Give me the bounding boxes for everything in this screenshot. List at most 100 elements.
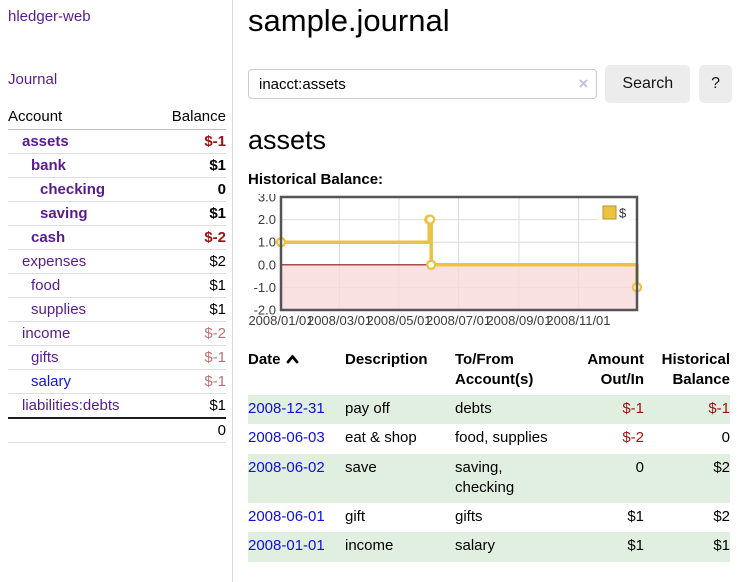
account-balance: $2 bbox=[209, 253, 226, 270]
x-axis-tick-label: 2008/03/01 bbox=[307, 313, 372, 328]
transaction-description: income bbox=[345, 537, 394, 555]
transaction-accounts: saving, checking bbox=[455, 458, 515, 496]
account-balance: $-2 bbox=[204, 229, 226, 246]
account-row: supplies $1 bbox=[8, 297, 226, 322]
transaction-date-link[interactable]: 2008-12-31 bbox=[248, 400, 325, 417]
account-row: gifts $-1 bbox=[8, 345, 226, 370]
account-row: cash $-2 bbox=[8, 225, 226, 250]
transaction-row: 2008-12-31 pay off debts $-1 $-1 bbox=[248, 395, 730, 425]
app-title-link[interactable]: hledger-web bbox=[8, 8, 91, 25]
chart-title: Historical Balance: bbox=[248, 171, 384, 188]
x-axis-tick-label: 2008/09/01 bbox=[486, 313, 551, 328]
y-axis-tick-label: 0.0 bbox=[258, 257, 276, 272]
account-balance: $-1 bbox=[204, 133, 226, 150]
legend-swatch bbox=[602, 205, 617, 220]
account-balance: $-1 bbox=[204, 349, 226, 366]
register-table: Date Description To/From Account(s) Amou… bbox=[248, 350, 730, 562]
account-link-bank[interactable]: bank bbox=[31, 157, 67, 174]
transaction-balance: $2 bbox=[713, 458, 730, 476]
transaction-balance: $1 bbox=[713, 537, 730, 555]
account-link-supplies[interactable]: supplies bbox=[31, 301, 87, 318]
account-balance: $-2 bbox=[204, 325, 226, 342]
search-input[interactable] bbox=[248, 69, 598, 99]
search-button[interactable]: Search bbox=[605, 65, 691, 103]
help-button[interactable]: ? bbox=[699, 65, 732, 103]
register-header-row: Date Description To/From Account(s) Amou… bbox=[248, 350, 730, 395]
sidebar-nav: Journal bbox=[8, 71, 226, 89]
account-row: salary $-1 bbox=[8, 369, 226, 394]
account-link-checking[interactable]: checking bbox=[40, 181, 106, 198]
accounts-total: 0 bbox=[217, 422, 226, 439]
transaction-accounts: gifts bbox=[455, 508, 483, 525]
transaction-balance: $-1 bbox=[708, 400, 730, 417]
transaction-row: 2008-06-03 eat & shop food, supplies $-2… bbox=[248, 424, 730, 453]
account-link-salary[interactable]: salary bbox=[31, 373, 72, 390]
account-balance: $1 bbox=[209, 397, 226, 414]
account-balance: $-1 bbox=[204, 373, 226, 390]
register-header-accounts: To/From Account(s) bbox=[455, 351, 534, 388]
transaction-date-link[interactable]: 2008-06-02 bbox=[248, 458, 325, 476]
x-axis-tick-label: 2008/05/01 bbox=[366, 313, 431, 328]
account-link-food[interactable]: food bbox=[31, 277, 61, 294]
account-link-cash[interactable]: cash bbox=[31, 229, 66, 246]
transaction-amount: $-2 bbox=[622, 429, 644, 447]
account-link-gifts[interactable]: gifts bbox=[31, 349, 59, 366]
transaction-accounts: debts bbox=[455, 400, 492, 417]
x-axis-tick-label: 2008/11/01 bbox=[546, 313, 610, 328]
account-row: assets $-1 bbox=[8, 130, 226, 154]
transaction-date-link[interactable]: 2008-01-01 bbox=[248, 537, 325, 555]
negative-region bbox=[281, 264, 637, 310]
main-content: sample.journal × Search ? assets Histori… bbox=[248, 0, 732, 562]
transaction-description: save bbox=[345, 458, 377, 476]
x-axis-tick-label: 2008/07/01 bbox=[426, 313, 491, 328]
y-axis-tick-label: -2.0 bbox=[254, 303, 276, 318]
account-link-expenses[interactable]: expenses bbox=[22, 253, 87, 270]
transaction-amount: 0 bbox=[635, 458, 644, 476]
accounts-header-balance: Balance bbox=[154, 105, 226, 130]
account-row: saving $1 bbox=[8, 201, 226, 226]
y-axis-tick-label: 3.0 bbox=[258, 194, 276, 205]
account-row: income $-2 bbox=[8, 321, 226, 346]
register-header-description: Description bbox=[345, 351, 428, 368]
x-axis-tick-label: 2008/01/01 bbox=[248, 313, 313, 328]
account-balance: $1 bbox=[209, 301, 226, 318]
sidebar: hledger-web Journal Account Balance asse… bbox=[0, 0, 233, 582]
account-link-liabilities-debts[interactable]: liabilities:debts bbox=[22, 397, 120, 414]
transaction-description: eat & shop bbox=[345, 429, 417, 447]
data-point-marker bbox=[426, 259, 437, 270]
sidebar-item-journal[interactable]: Journal bbox=[8, 71, 58, 88]
account-row: bank $1 bbox=[8, 153, 226, 178]
account-row: expenses $2 bbox=[8, 249, 226, 274]
account-link-assets[interactable]: assets bbox=[22, 133, 69, 150]
transaction-balance: $2 bbox=[713, 508, 730, 525]
transaction-amount: $1 bbox=[627, 537, 644, 555]
accounts-total-row: 0 bbox=[8, 418, 226, 443]
transaction-amount: $1 bbox=[627, 508, 644, 525]
transaction-row: 2008-06-02 save saving, checking 0 $2 bbox=[248, 453, 730, 503]
y-axis-tick-label: 2.0 bbox=[258, 212, 276, 227]
register-header-amount: Amount Out/In bbox=[587, 351, 644, 388]
account-link-saving[interactable]: saving bbox=[40, 205, 88, 222]
account-link-income[interactable]: income bbox=[22, 325, 71, 342]
transaction-date-link[interactable]: 2008-06-03 bbox=[248, 429, 325, 447]
sort-up-icon bbox=[286, 350, 299, 370]
chart-svg: $3.0 2.0 1.0 0.0 -1.0 -2.02008/01/012008/03/0… bbox=[248, 190, 643, 328]
date-header-label: Date bbox=[248, 351, 281, 368]
y-axis-tick-label: -1.0 bbox=[254, 280, 276, 295]
transaction-accounts: salary bbox=[455, 537, 496, 555]
historical-balance-chart: $3.0 2.0 1.0 0.0 -1.0 -2.0 2008/01/01 2008/03/0… bbox=[248, 190, 648, 334]
page-title: sample.journal bbox=[248, 3, 450, 38]
transaction-row: 2008-01-01 income salary $1 $1 bbox=[248, 532, 730, 562]
clear-search-icon[interactable]: × bbox=[578, 74, 589, 94]
transaction-description: gift bbox=[345, 508, 366, 525]
y-axis-tick-label: 1.0 bbox=[258, 235, 276, 250]
app-title: hledger-web bbox=[8, 8, 226, 26]
legend-label: $ bbox=[619, 206, 627, 221]
transaction-amount: $-1 bbox=[622, 400, 644, 417]
accounts-header-row: Account Balance bbox=[8, 105, 226, 130]
register-header-date[interactable]: Date bbox=[248, 350, 345, 395]
transaction-date-link[interactable]: 2008-06-01 bbox=[248, 508, 325, 525]
transaction-row: 2008-06-01 gift gifts $1 $2 bbox=[248, 503, 730, 532]
transaction-balance: 0 bbox=[721, 429, 730, 447]
transaction-accounts: food, supplies bbox=[455, 429, 548, 447]
